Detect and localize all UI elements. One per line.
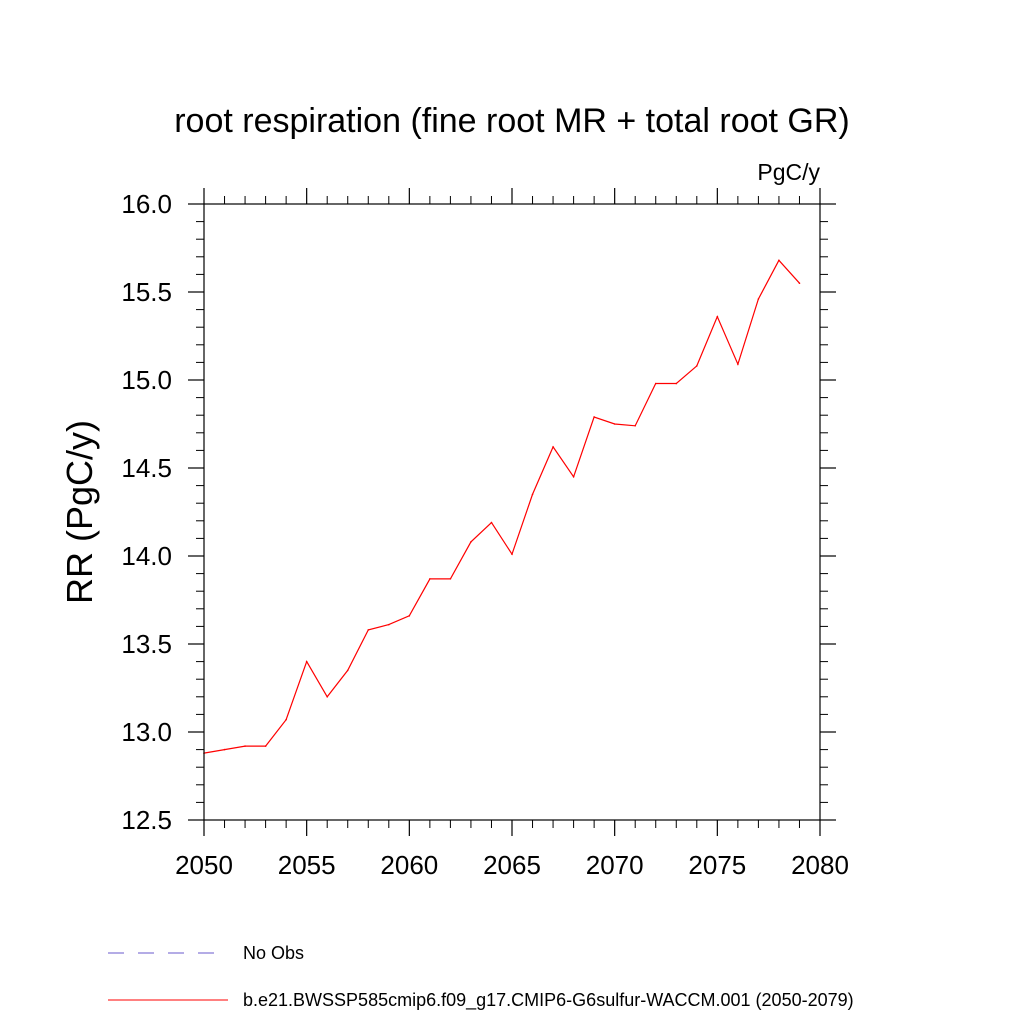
data-point: [511, 553, 513, 556]
units-label: PgC/y: [757, 159, 820, 185]
data-point: [367, 629, 370, 631]
data-point: [696, 365, 698, 367]
legend-label: No Obs: [243, 943, 304, 963]
y-tick-label: 15.5: [121, 277, 172, 307]
data-point: [408, 615, 411, 617]
data-point: [716, 315, 719, 318]
y-tick-label: 14.0: [121, 541, 172, 571]
x-tick-label: 2050: [175, 850, 233, 880]
plot-frame: [203, 203, 821, 821]
x-tick-label: 2065: [483, 850, 541, 880]
x-tick-label: 2055: [278, 850, 336, 880]
data-point: [470, 541, 472, 543]
data-point: [552, 446, 554, 448]
data-point: [531, 493, 534, 496]
y-tick-label: 13.5: [121, 629, 172, 659]
data-point: [675, 382, 678, 385]
y-tick-label: 12.5: [121, 805, 172, 835]
data-point: [305, 660, 308, 663]
data-point: [737, 363, 739, 365]
data-point: [757, 298, 760, 300]
y-tick-label: 16.0: [121, 189, 172, 219]
y-axis-label: RR (PgC/y): [59, 420, 100, 604]
data-point: [244, 745, 246, 747]
data-point: [490, 521, 493, 524]
data-point: [613, 423, 616, 425]
data-point: [593, 416, 595, 418]
legend: No Obs b.e21.BWSSP585cmip6.f09_g17.CMIP6-…: [108, 943, 854, 1011]
data-point: [326, 696, 329, 698]
y-tick-label: 13.0: [121, 717, 172, 747]
data-point: [654, 382, 657, 385]
data-point: [634, 424, 636, 427]
data-point: [798, 282, 801, 285]
x-tick-label: 2075: [688, 850, 746, 880]
legend-label: b.e21.BWSSP585cmip6.f09_g17.CMIP6-G6sulf…: [243, 990, 854, 1011]
axis-ticks: [188, 188, 836, 836]
data-point: [223, 748, 226, 751]
data-point: [572, 476, 575, 478]
data-point: [449, 578, 452, 580]
data-point: [429, 578, 431, 580]
data-point: [778, 259, 780, 262]
x-tick-label: 2080: [791, 850, 849, 880]
data-point: [285, 718, 287, 721]
data-point: [346, 669, 349, 672]
series-line: [203, 259, 800, 754]
x-tick-label: 2060: [380, 850, 438, 880]
axis-tick-labels: 2050 2055 2060 2065 2070 2075 2080 12.5 13.0 13.5…: [121, 189, 849, 880]
data-point: [388, 623, 390, 626]
y-tick-label: 15.0: [121, 365, 172, 395]
x-tick-label: 2070: [586, 850, 644, 880]
data-point: [264, 745, 267, 747]
series-group: [203, 259, 801, 754]
y-tick-label: 14.5: [121, 453, 172, 483]
chart-title: root respiration (fine root MR + total r…: [174, 102, 850, 140]
